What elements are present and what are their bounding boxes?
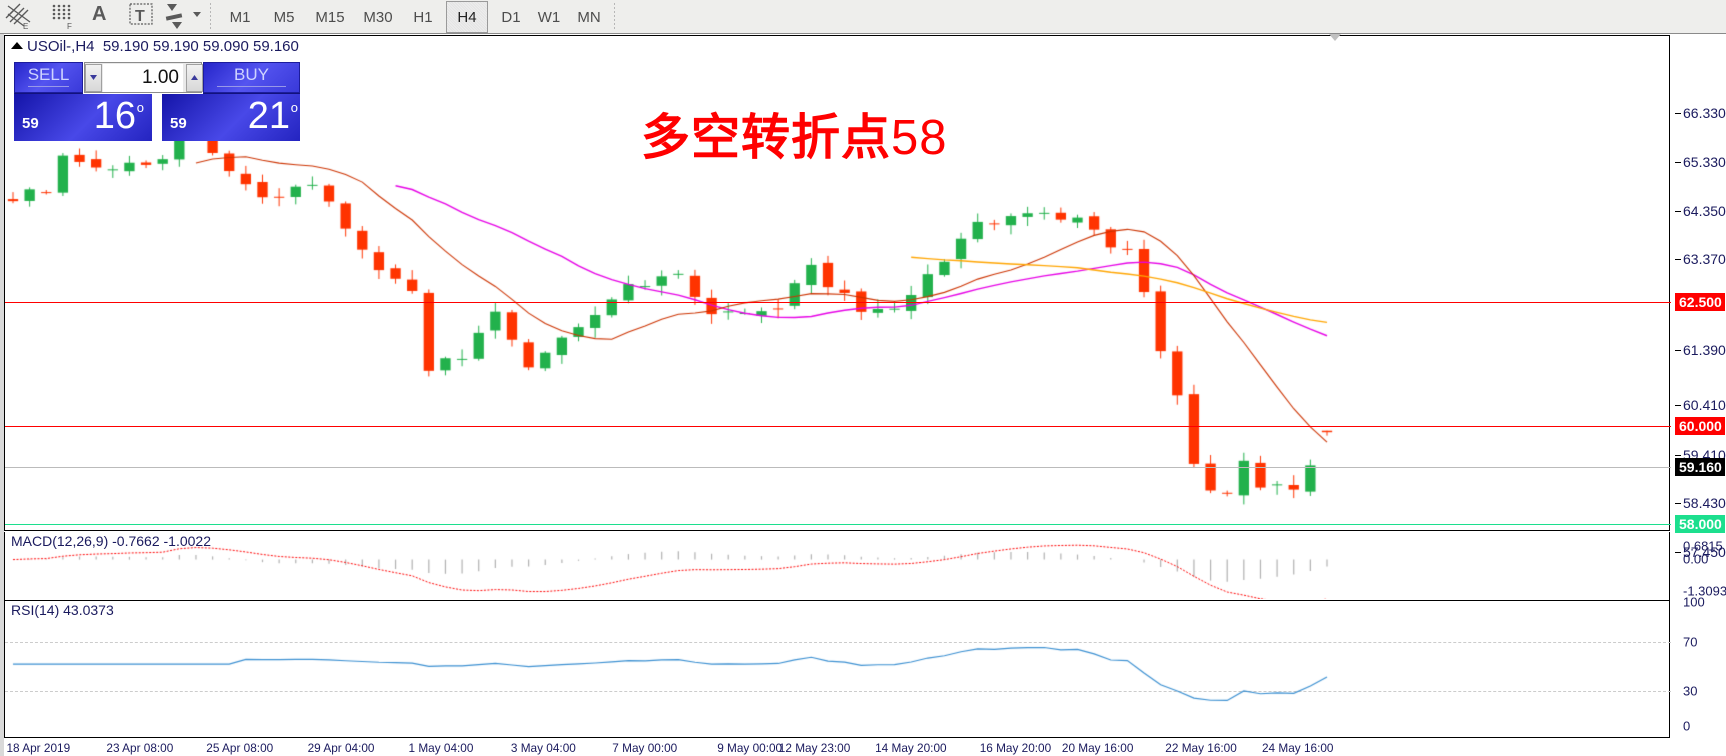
svg-text:F: F — [67, 22, 72, 31]
svg-text:E: E — [23, 22, 28, 31]
svg-text:T: T — [135, 8, 145, 25]
